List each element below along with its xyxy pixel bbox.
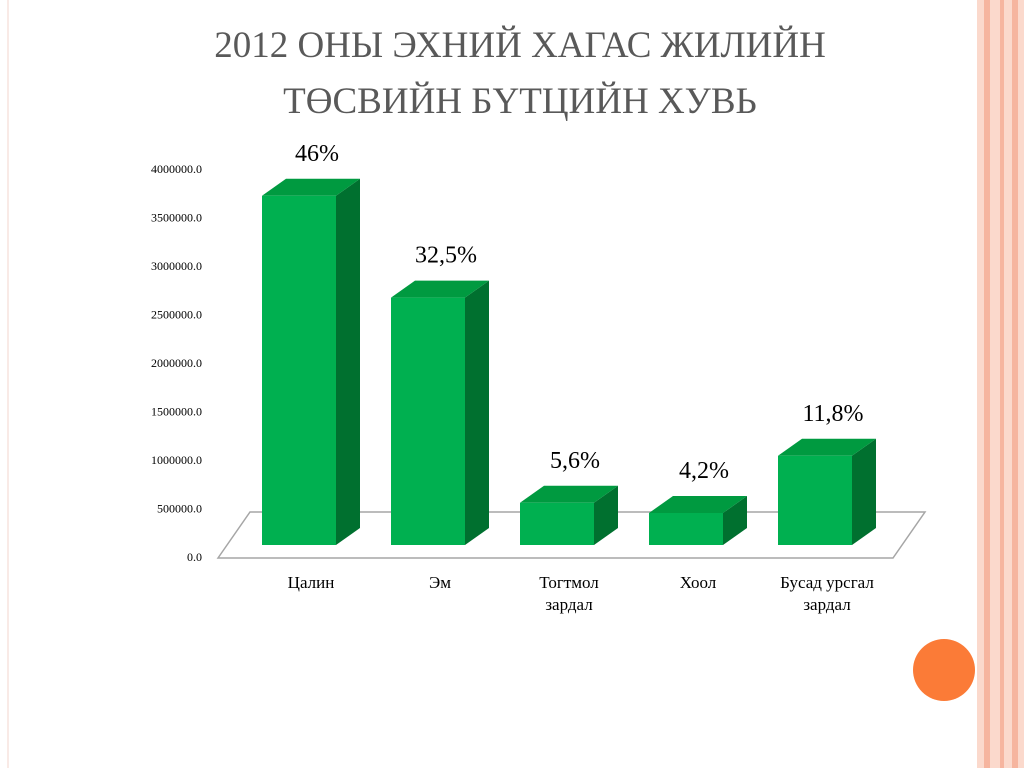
x-tick-label: Эм <box>429 573 451 592</box>
y-tick-label: 1000000.0 <box>151 453 202 467</box>
y-tick-label: 0.0 <box>187 550 202 564</box>
bar-front <box>649 512 723 545</box>
data-label: 11,8% <box>802 401 863 427</box>
side-stripe <box>1000 0 1004 768</box>
bar-top <box>520 485 618 503</box>
bar-top <box>262 178 360 196</box>
bar-top <box>778 438 876 456</box>
bar-side <box>594 485 618 545</box>
bar-top <box>649 495 747 513</box>
bar-side <box>723 495 747 545</box>
y-tick-label: 500000.0 <box>157 501 202 515</box>
chart-title: 2012 ОНЫ ЭХНИЙ ХАГАС ЖИЛИЙН ТӨСВИЙН БҮТЦ… <box>214 25 826 122</box>
bar <box>649 495 747 545</box>
bar-front <box>520 502 594 545</box>
bar <box>778 438 876 545</box>
side-stripe <box>1012 0 1018 768</box>
bar-front <box>391 297 465 545</box>
y-tick-label: 3000000.0 <box>151 259 202 273</box>
bar <box>262 178 360 546</box>
bar-front <box>262 195 336 546</box>
y-tick-label: 3500000.0 <box>151 210 202 224</box>
y-tick-label: 4000000.0 <box>151 162 202 176</box>
bar-top <box>391 280 489 298</box>
floor <box>216 511 927 559</box>
x-tick-label: Хоол <box>679 573 717 592</box>
bar-side <box>336 178 360 546</box>
bar-side <box>852 438 876 545</box>
y-tick-label: 2500000.0 <box>151 307 202 321</box>
y-tick-label: 2000000.0 <box>151 356 202 370</box>
bar <box>391 280 489 545</box>
data-label: 32,5% <box>415 243 477 269</box>
data-label: 4,2% <box>679 458 729 484</box>
bar-front <box>778 455 852 545</box>
bar <box>520 485 618 545</box>
bar-side <box>465 280 489 545</box>
decor-circle <box>913 639 975 701</box>
x-tick-label: Бусад урсгал зардал <box>780 573 874 614</box>
x-tick-label: Цалин <box>287 573 335 592</box>
y-tick-label: 1500000.0 <box>151 404 202 418</box>
side-stripe <box>984 0 990 768</box>
data-label: 5,6% <box>550 448 600 474</box>
x-tick-label: Тогтмол зардал <box>539 573 599 614</box>
data-label: 46% <box>295 141 339 167</box>
